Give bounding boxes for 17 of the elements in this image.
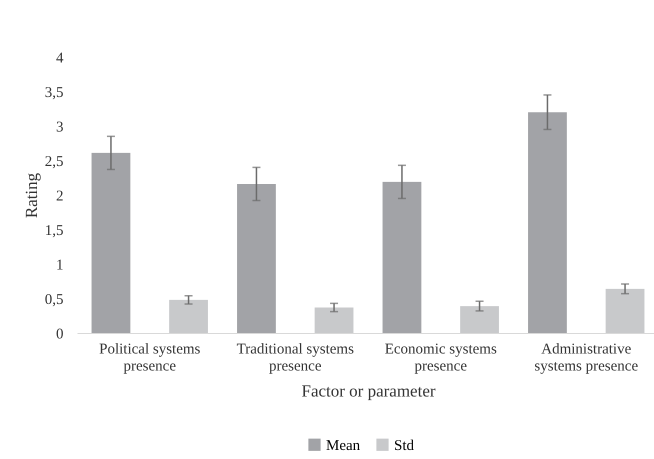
x-tick-label: Political systems presence <box>99 342 201 374</box>
y-tick-label: 3,5 <box>44 85 64 101</box>
y-tick-label: 0 <box>56 326 64 342</box>
x-axis-title: Factor or parameter <box>301 382 436 400</box>
legend-label: Std <box>394 438 415 454</box>
y-tick-label: 1 <box>56 258 64 274</box>
x-tick-label: Traditional systems presence <box>236 342 354 374</box>
y-tick-label: 4 <box>56 50 64 66</box>
y-tick-label: 0,5 <box>44 292 64 308</box>
y-axis-title: Rating <box>22 172 41 218</box>
y-tick-label: 3 <box>56 120 64 136</box>
y-tick-label: 1,5 <box>44 223 64 239</box>
x-tick-label: Administrative systems presence <box>534 342 638 374</box>
y-tick-label: 2 <box>56 188 64 204</box>
y-tick-label: 2,5 <box>44 154 64 170</box>
x-tick-label: Economic systems presence <box>384 342 497 374</box>
legend-label: Mean <box>326 438 361 454</box>
